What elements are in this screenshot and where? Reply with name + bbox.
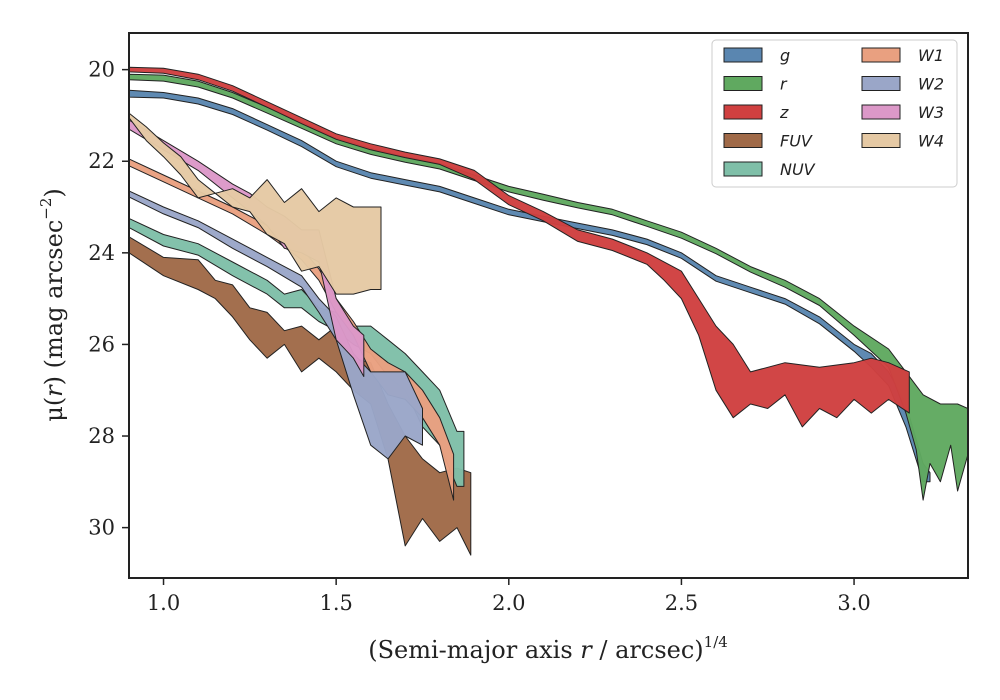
y-tick-label: 28: [88, 424, 115, 448]
x-axis-label-mid: / arcsec): [592, 636, 704, 664]
legend-swatch-w3: [861, 104, 901, 120]
y-tick-label: 22: [88, 149, 115, 173]
band-nuv: [129, 218, 465, 487]
legend-label-w1: W1: [918, 46, 944, 65]
y-axis-label-mid: ) (mag arcsec: [40, 220, 68, 386]
x-axis-label-pre: (Semi-major axis: [368, 636, 580, 664]
y-axis-label-post: ): [40, 188, 68, 197]
legend-swatch-z: [723, 104, 763, 120]
x-axis-label-var: r: [580, 636, 593, 664]
y-axis-label-sup: −2: [37, 198, 55, 220]
y-axis-label-var: r: [40, 384, 68, 397]
x-tick-label: 2.5: [665, 591, 698, 615]
data-bands: [129, 66, 968, 556]
legend-label-r: r: [780, 75, 788, 94]
legend-swatch-w4: [861, 133, 901, 148]
legend-swatch-g: [723, 47, 763, 63]
y-axis-label-pre: μ(: [40, 397, 68, 422]
x-axis-label: (Semi-major axis r / arcsec)1/4: [368, 633, 728, 664]
y-tick-label: 26: [88, 332, 115, 356]
legend-swatch-r: [723, 76, 763, 91]
x-tick-label: 1.5: [319, 591, 352, 615]
band-g: [129, 89, 931, 483]
y-axis-label: μ(r) (mag arcsec−2): [37, 188, 68, 422]
band-fuv: [129, 236, 472, 556]
plot-frame: [128, 32, 969, 579]
legend-label-w3: W3: [918, 103, 944, 122]
legend-label-w2: W2: [918, 75, 944, 94]
y-tick-label: 24: [88, 241, 115, 265]
legend-swatch-w1: [861, 47, 901, 63]
band-w4: [129, 112, 382, 295]
x-tick-label: 3.0: [837, 591, 870, 615]
legend: grz FUV NUV W1 W2 W3 W4: [711, 39, 958, 188]
x-axis: 1.0 1.5 2.0 2.5 3.0: [147, 578, 871, 615]
band-z: [129, 66, 910, 428]
y-tick-label: 30: [88, 516, 115, 540]
x-tick-label: 2.0: [492, 591, 525, 615]
legend-swatch-fuv: [723, 133, 763, 148]
y-tick-label: 20: [88, 58, 115, 82]
legend-label-fuv: FUV: [780, 132, 813, 151]
band-w2: [129, 190, 423, 460]
legend-label-z: z: [779, 103, 789, 122]
legend-swatch-nuv: [723, 161, 763, 177]
x-tick-label: 1.0: [147, 591, 180, 615]
legend-swatch-w2: [861, 76, 901, 91]
x-axis-label-sup: 1/4: [704, 633, 728, 651]
y-axis: 20 22 24 26 28 30: [88, 58, 129, 540]
legend-label-g: g: [780, 46, 790, 65]
legend-label-w4: W4: [918, 132, 944, 151]
legend-label-nuv: NUV: [780, 160, 816, 179]
